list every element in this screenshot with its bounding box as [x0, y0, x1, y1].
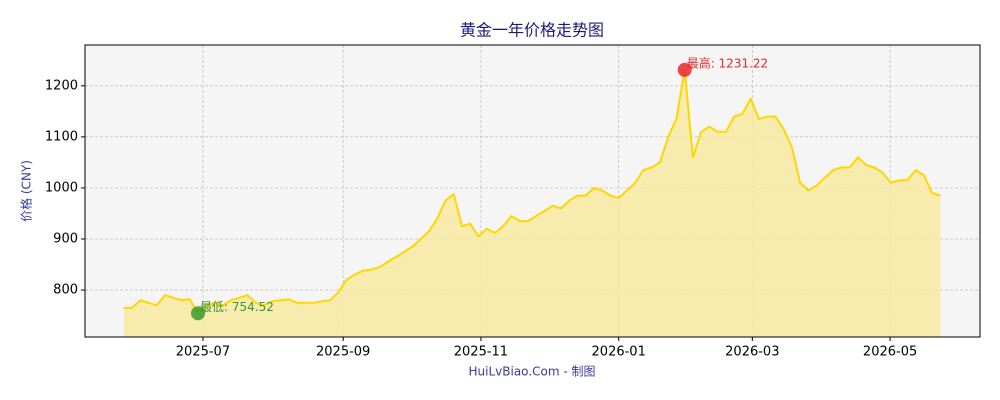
annotation-marker [677, 62, 692, 77]
y-tick-label: 1100 [45, 129, 78, 144]
y-axis-label: 价格 (CNY) [19, 160, 34, 222]
x-tick-label: 2026-03 [725, 345, 779, 360]
annotation-label: 最低: 754.52 [200, 300, 274, 314]
plot-layer: 最高: 1231.22 最低: 754.52 [85, 45, 980, 338]
x-tick-label: 2025-09 [316, 345, 370, 360]
x-tick-label: 2025-11 [454, 345, 508, 360]
x-tick-label: 2026-05 [863, 345, 917, 360]
annotation-label: 最高: 1231.22 [687, 55, 768, 70]
y-tick-label: 1000 [45, 180, 78, 195]
x-tick-label: 2026-01 [592, 345, 646, 360]
y-tick-label: 900 [53, 231, 78, 246]
y-tick-label: 800 [53, 283, 78, 298]
annotation-marker [191, 306, 206, 321]
line [123, 68, 941, 315]
x-tick-label: 2025-07 [176, 345, 230, 360]
footer: HuiLvBiao.Com - 制图 [469, 365, 596, 379]
chart-title: 黄金一年价格走势图 [460, 21, 604, 40]
area [123, 69, 941, 338]
plot-frame [84, 44, 981, 338]
y-tick-label: 1200 [45, 78, 78, 93]
